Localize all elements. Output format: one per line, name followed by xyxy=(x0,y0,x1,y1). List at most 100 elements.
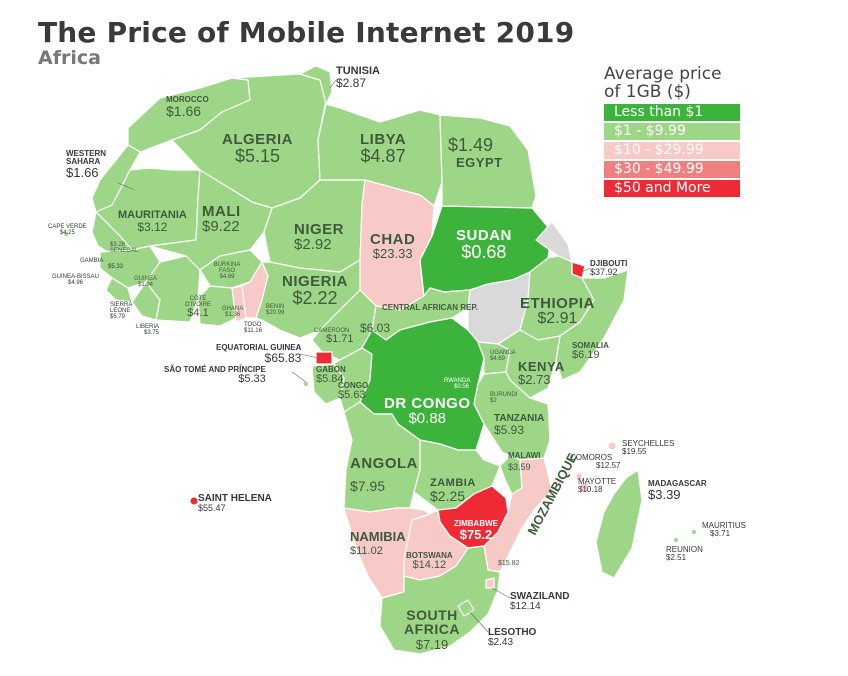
country-price: $11.16 xyxy=(244,328,262,334)
label-comoros: COMOROS $12.57 xyxy=(570,454,620,470)
country-name: BURKINA FASO xyxy=(213,262,241,274)
label-ethiopia: ETHIOPIA $2.91 xyxy=(520,296,595,327)
label-angola: ANGOLA $7.95 xyxy=(350,456,418,493)
region-egypt xyxy=(439,114,537,209)
country-name: ETHIOPIA xyxy=(520,295,595,312)
country-name: SOUTH AFRICA xyxy=(404,607,460,637)
country-price: $15.82 xyxy=(498,560,520,567)
label-zambia: ZAMBIA $2.25 xyxy=(430,477,476,504)
country-name: DR CONGO xyxy=(384,395,471,412)
country-price: $2.43 xyxy=(488,637,514,648)
country-name: SOMALIA xyxy=(572,341,609,350)
country-name: GAMBIA xyxy=(80,258,104,264)
country-name: LESOTHO xyxy=(488,627,537,638)
country-price: $2 xyxy=(490,398,497,404)
leader-western-sahara xyxy=(117,182,136,191)
label-djibouti: DJIBOUTI $37.92 xyxy=(590,260,627,277)
label-south-africa: SOUTH AFRICA $7.19 xyxy=(396,608,468,651)
label-mauritius: MAURITIUS $3.71 xyxy=(702,522,746,538)
region-swaziland xyxy=(485,577,495,589)
country-name: CENTRAL AFRICAN REP. xyxy=(382,303,478,312)
country-price: $2.92 xyxy=(294,236,332,253)
leader-sao-tome xyxy=(291,371,307,383)
label-somalia: SOMALIA $6.19 xyxy=(572,342,609,361)
country-name: LIBERIA xyxy=(136,324,160,330)
country-price: $3.71 xyxy=(710,529,731,538)
label-drc: DR CONGO $0.88 xyxy=(384,396,471,426)
island-sao-tome xyxy=(304,382,308,386)
country-price: $5.33 xyxy=(108,264,124,270)
country-price: $23.33 xyxy=(372,246,413,261)
label-mali: MALI $9.22 xyxy=(202,204,241,234)
country-price: $5.79 xyxy=(110,314,126,320)
label-lesotho: LESOTHO $2.43 xyxy=(488,628,536,648)
label-libya: LIBYA $4.87 xyxy=(360,132,406,165)
country-name: COMOROS xyxy=(570,453,613,462)
island-reunion xyxy=(674,538,678,542)
label-zimbabwe: ZIMBABWE $75.2 xyxy=(454,520,498,542)
label-namibia: NAMIBIA $11.02 xyxy=(350,530,406,557)
label-reunion: REUNION $2.51 xyxy=(666,546,703,562)
country-name: WESTERN SAHARA xyxy=(66,149,106,166)
country-price: $1.49 xyxy=(448,135,494,155)
country-price: $0.56 xyxy=(454,384,470,390)
label-tanzania: TANZANIA $5.93 xyxy=(494,413,545,437)
country-price: $20.99 xyxy=(266,310,285,316)
country-name: GABON xyxy=(316,365,346,374)
label-car: CENTRAL AFRICAN REP. xyxy=(382,304,478,312)
country-price: $75.2 xyxy=(459,527,493,542)
country-name: REUNION xyxy=(666,545,703,554)
country-name: CÔTE D'IVOIRE xyxy=(185,296,211,308)
label-benin: BENIN $20.99 xyxy=(266,304,284,316)
legend-title-line2: of 1GB ($) xyxy=(604,81,691,102)
country-name: CONGO xyxy=(338,381,369,390)
label-gabon: GABON $5.84 xyxy=(316,366,346,385)
country-price: $4.69 xyxy=(490,356,506,362)
region-eritrea xyxy=(535,221,573,263)
region-equatorial-guinea xyxy=(315,351,333,365)
country-name: NIGERIA xyxy=(282,273,349,290)
country-name: ZAMBIA xyxy=(430,477,476,489)
country-name: EQUATORIAL GUINEA xyxy=(216,343,302,352)
country-price: $14.12 xyxy=(412,559,447,571)
country-price: $5.15 xyxy=(234,146,281,166)
label-swaziland: SWAZILAND $12.14 xyxy=(510,592,569,612)
country-price: $4.87 xyxy=(360,146,406,166)
country-name: TANZANIA xyxy=(494,413,545,424)
country-price: $6.19 xyxy=(572,349,600,361)
label-cape-verde: CAPE VERDE $4.25 xyxy=(48,224,87,236)
label-algeria: ALGERIA $5.15 xyxy=(222,132,293,165)
label-cote-divoire: CÔTE D'IVOIRE $4.1 xyxy=(180,296,216,319)
country-price: $3.75 xyxy=(144,330,160,336)
country-price: $1.66 xyxy=(66,165,99,180)
legend-item-30-to-49: $30 - $49.99 xyxy=(604,160,740,178)
country-name: SÃO TOMÉ AND PRÍNCIPE xyxy=(164,365,266,374)
country-price: $4.1 xyxy=(187,307,209,319)
legend-item-10-to-29: $10 - $29.99 xyxy=(604,141,740,159)
legend-title: Average price of 1GB ($) xyxy=(604,65,740,102)
country-name: MALAWI xyxy=(508,451,541,460)
country-price: $65.83 xyxy=(264,351,302,365)
country-price: $1.94 xyxy=(138,282,154,288)
country-price: $0.68 xyxy=(461,242,507,262)
country-price: $5.63 xyxy=(338,389,366,401)
region-comoros xyxy=(575,471,583,481)
leader-lesotho xyxy=(469,611,489,633)
island-saint-helena xyxy=(190,497,198,505)
country-price: $2.87 xyxy=(336,76,367,90)
country-name: SIERRA LEONE xyxy=(110,302,133,314)
island-cape-verde xyxy=(64,232,68,236)
island-mauritius xyxy=(692,530,696,534)
country-name: EGYPT xyxy=(456,155,503,170)
label-burundi: BURUNDI $2 xyxy=(490,392,517,404)
label-tunisia: TUNISIA $2.87 xyxy=(336,66,380,90)
country-name: NAMIBIA xyxy=(350,529,406,544)
legend: Average price of 1GB ($) Less than $1 $1… xyxy=(604,65,740,197)
label-morocco: MOROCCO $1.66 xyxy=(166,96,209,119)
country-price: $3.59 xyxy=(508,462,531,472)
leader-equatorial-guinea xyxy=(299,353,319,359)
island-seychelles xyxy=(608,442,616,450)
label-senegal: $3.28 SENEGAL xyxy=(110,242,138,254)
country-name: ANGOLA xyxy=(350,455,418,472)
country-name: CAMEROON xyxy=(314,328,350,334)
